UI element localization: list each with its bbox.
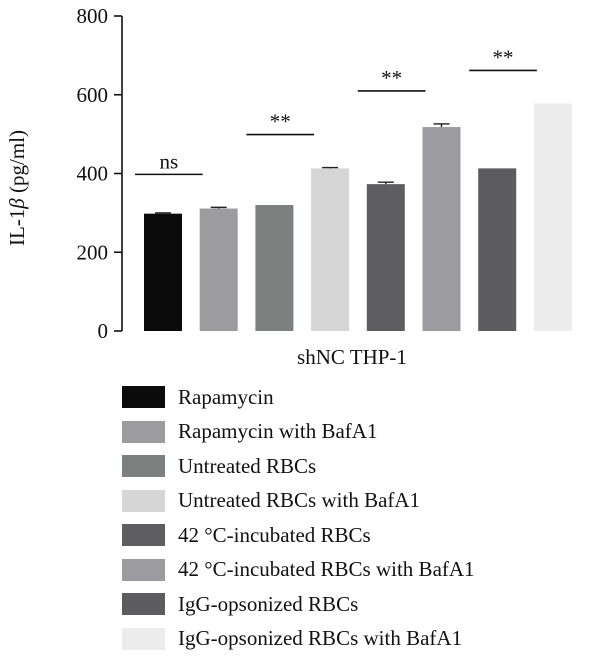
legend-item: 42 °C-incubated RBCs with BafA1	[122, 553, 592, 588]
legend-swatch	[122, 386, 165, 408]
legend-swatch	[122, 524, 165, 546]
legend-label: Untreated RBCs	[178, 454, 316, 479]
bar	[367, 184, 405, 331]
y-axis-label-symbol: β	[5, 198, 29, 210]
y-axis-label-prefix: IL-1	[5, 209, 29, 246]
y-tick-label: 600	[77, 83, 109, 107]
legend-item: Rapamycin	[122, 380, 592, 415]
legend-swatch	[122, 490, 165, 512]
legend-swatch	[122, 421, 165, 443]
y-axis-label: IL-1β (pg/ml)	[5, 130, 29, 246]
y-tick-label: 200	[77, 240, 109, 264]
legend-label: Rapamycin with BafA1	[178, 419, 377, 444]
legend-swatch	[122, 559, 165, 581]
bar	[478, 168, 516, 331]
bar	[200, 209, 238, 331]
significance-label: ns	[160, 149, 179, 173]
bar	[311, 168, 349, 331]
y-tick-label: 0	[98, 319, 109, 343]
bar	[144, 214, 182, 331]
legend-item: Untreated RBCs	[122, 449, 592, 484]
legend-label: IgG-opsonized RBCs with BafA1	[178, 626, 462, 651]
legend-swatch	[122, 628, 165, 650]
significance-annotations: ns ** ** **	[135, 45, 537, 174]
legend-item: IgG-opsonized RBCs with BafA1	[122, 622, 592, 656]
bar	[255, 205, 293, 331]
legend-swatch	[122, 593, 165, 615]
legend-item: Untreated RBCs with BafA1	[122, 484, 592, 519]
legend-item: Rapamycin with BafA1	[122, 415, 592, 450]
bar	[423, 127, 461, 331]
legend-label: Untreated RBCs with BafA1	[178, 488, 420, 513]
significance-label: **	[381, 66, 402, 90]
bar	[534, 103, 572, 331]
x-axis-label: shNC THP-1	[297, 345, 407, 369]
y-tick-label: 800	[77, 4, 109, 28]
legend: Rapamycin Rapamycin with BafA1 Untreated R…	[122, 380, 592, 656]
legend-label: IgG-opsonized RBCs	[178, 592, 358, 617]
y-axis: 0 200 400 600 800	[77, 4, 123, 343]
legend-label: 42 °C-incubated RBCs	[178, 523, 371, 548]
significance-label: **	[493, 45, 514, 69]
legend-swatch	[122, 455, 165, 477]
bars	[144, 103, 572, 331]
legend-item: 42 °C-incubated RBCs	[122, 518, 592, 553]
legend-label: 42 °C-incubated RBCs with BafA1	[178, 557, 475, 582]
y-axis-label-suffix: (pg/ml)	[5, 130, 29, 198]
legend-label: Rapamycin	[178, 385, 274, 410]
legend-item: IgG-opsonized RBCs	[122, 587, 592, 622]
significance-label: **	[270, 110, 291, 134]
bar-chart: 0 200 400 600 800 ns ** ** ** IL-1β (pg/ml) shN…	[0, 0, 600, 380]
y-tick-label: 400	[77, 162, 109, 186]
